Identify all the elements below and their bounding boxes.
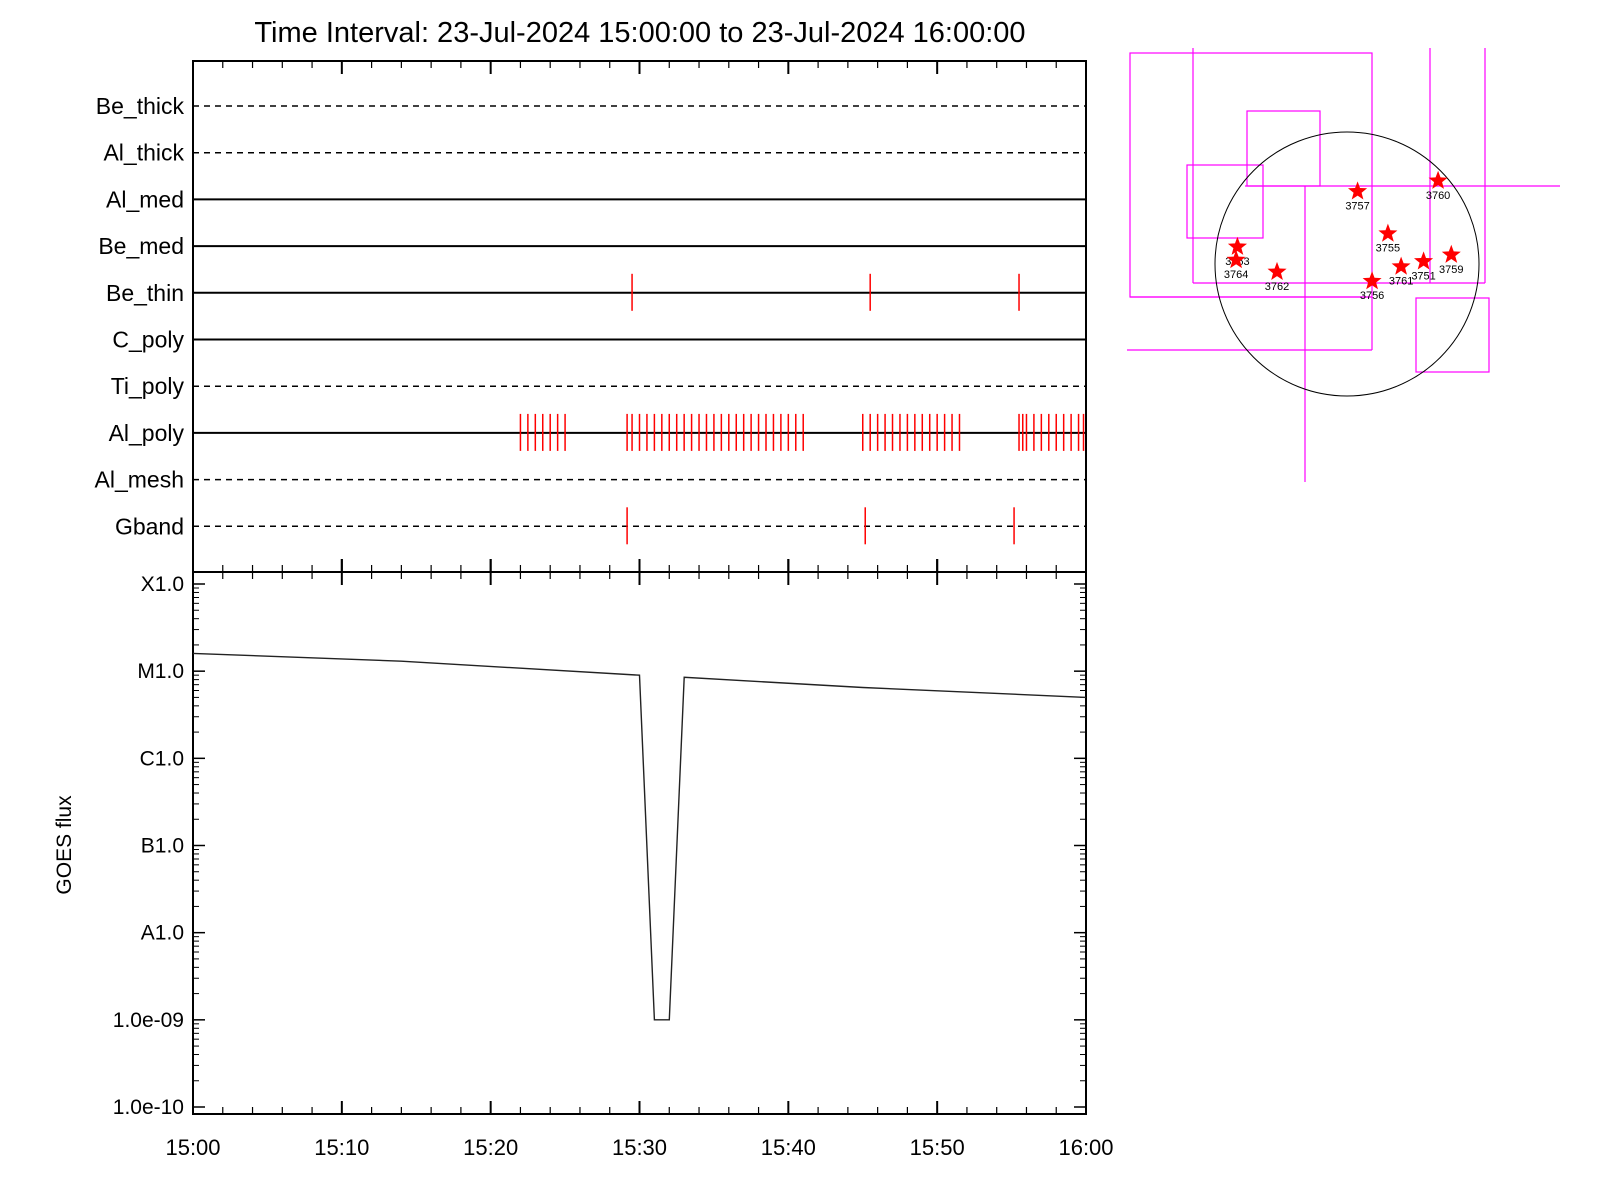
active-region-label: 3757: [1345, 200, 1369, 212]
goes-flux-panel: GOES flux 1.0e-10 1.0e-09 A1.0 B1.0 C1.0 M1.0…: [53, 559, 1114, 1160]
region-box: [1246, 110, 1321, 187]
x-tick-label: 15:00: [165, 1135, 220, 1160]
active-region-star: [1414, 251, 1434, 270]
active-region-star: [1391, 256, 1411, 275]
y-tick-label: M1.0: [137, 660, 184, 683]
active-region-star: [1441, 244, 1461, 263]
channel-label: Gband: [115, 513, 184, 539]
channel-label: C_poly: [112, 327, 184, 353]
active-region-label: 3751: [1411, 270, 1435, 282]
active-region-label: 3762: [1265, 281, 1289, 293]
active-region-star: [1226, 250, 1246, 269]
active-region-star: [1428, 170, 1448, 189]
x-tick-label: 15:40: [761, 1135, 816, 1160]
filter-timeline-panel: Be_thick Al_thick Al_med Be_med Be_thin C_pol…: [95, 60, 1087, 573]
y-tick-label: C1.0: [140, 747, 184, 770]
x-tick-label: 16:00: [1058, 1135, 1113, 1160]
channel-label: Be_thick: [96, 93, 185, 119]
y-tick-label: A1.0: [141, 922, 184, 945]
channel-label: Al_med: [106, 186, 184, 212]
channel-label: Al_mesh: [95, 467, 184, 493]
y-tick-label: 1.0e-10: [113, 1096, 184, 1119]
x-tick-label: 15:50: [910, 1135, 965, 1160]
solar-limb: [1214, 131, 1480, 397]
channel-label: Al_poly: [109, 420, 185, 446]
timeline-frame: [192, 60, 1087, 573]
goes-frame: [192, 571, 1087, 1115]
active-region-star: [1378, 223, 1398, 242]
y-tick-label: 1.0e-09: [113, 1009, 184, 1032]
active-region-label: 3756: [1360, 290, 1384, 302]
active-region-label: 3764: [1224, 269, 1248, 281]
active-region-label: 3760: [1426, 190, 1450, 202]
channel-label: Al_thick: [103, 140, 184, 166]
x-tick-label: 15:30: [612, 1135, 667, 1160]
x-tick-label: 15:10: [314, 1135, 369, 1160]
region-box: [1186, 164, 1264, 239]
region-box: [1415, 297, 1490, 373]
figure-title: Time Interval: 23-Jul-2024 15:00:00 to 2…: [254, 17, 1025, 49]
region-box: [1129, 52, 1373, 298]
channel-label: Ti_poly: [111, 373, 185, 399]
goes-y-axis-label: GOES flux: [53, 795, 76, 895]
channel-label: Be_thin: [106, 280, 184, 306]
active-region-label: 3755: [1376, 243, 1400, 255]
active-region-label: 3759: [1439, 264, 1463, 276]
channel-label: Be_med: [98, 233, 184, 259]
active-region-star: [1227, 236, 1247, 255]
x-tick-label: 15:20: [463, 1135, 518, 1160]
goes-flux-line: [192, 652, 1087, 1021]
y-tick-label: B1.0: [141, 835, 184, 858]
solar-disk-map: 3757376037553763376437623756376137513759: [1127, 48, 1560, 482]
y-tick-label: X1.0: [141, 573, 184, 596]
active-region-star: [1362, 271, 1382, 290]
active-region-star: [1348, 181, 1368, 200]
active-region-star: [1267, 261, 1287, 280]
active-region-label: 3761: [1389, 276, 1413, 288]
